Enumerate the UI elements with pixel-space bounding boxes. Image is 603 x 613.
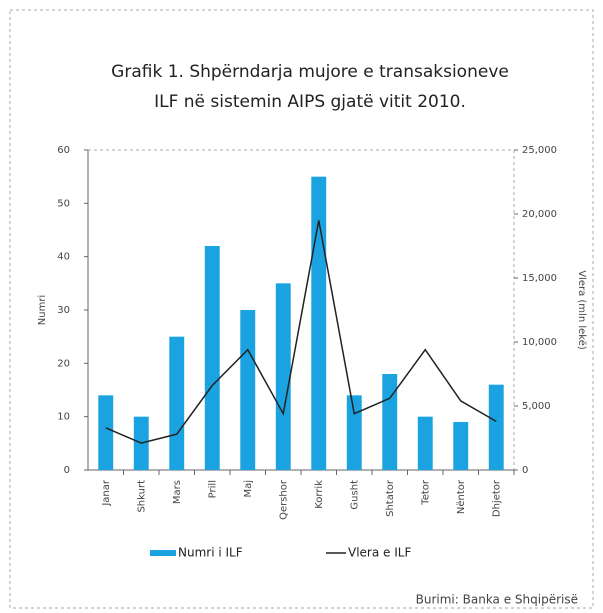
frame	[9, 9, 594, 609]
bar	[346, 395, 362, 470]
chart-title: ILF në sistemin AIPS gjatë vitit 2010.	[154, 92, 466, 112]
y-tick-label: 60	[57, 145, 70, 156]
bar	[240, 310, 256, 470]
x-tick-label: Shtator	[385, 479, 396, 517]
legend-swatch	[150, 550, 176, 556]
x-tick-label: Qershor	[278, 479, 289, 520]
y-tick-label: 30	[57, 305, 70, 316]
x-tick-label: Mars	[172, 480, 183, 504]
y2-axis-label: Vlera (mln lekë)	[576, 270, 587, 350]
legend-label: Numri i ILF	[178, 546, 243, 560]
x-tick-label: Gusht	[349, 480, 360, 510]
x-tick-label: Prill	[207, 480, 218, 498]
bar	[98, 395, 114, 470]
y-tick-label: 20	[57, 358, 70, 369]
y2-tick-label: 10,000	[522, 337, 557, 348]
bar	[488, 384, 504, 470]
y2-tick-label: 5,000	[522, 401, 551, 412]
bar	[275, 283, 291, 470]
y2-tick-label: 15,000	[522, 273, 557, 284]
bar	[417, 416, 433, 470]
x-tick-label: Maj	[243, 480, 254, 498]
x-tick-label: Tetor	[420, 479, 431, 506]
y-tick-label: 50	[57, 198, 70, 209]
x-tick-label: Janar	[101, 479, 112, 507]
line	[105, 220, 497, 444]
y2-tick-label: 25,000	[522, 145, 557, 156]
y-tick-label: 40	[57, 252, 70, 263]
x-tick-label: Nëntor	[456, 479, 467, 514]
y-axis-label: Numri	[37, 295, 48, 325]
source: Burimi: Banka e Shqipërisë	[416, 593, 578, 607]
bar	[382, 374, 398, 470]
bar	[453, 422, 469, 470]
bar	[311, 176, 327, 470]
bar	[169, 336, 185, 470]
legend-label: Vlera e ILF	[348, 546, 411, 560]
y2-tick-label: 20,000	[522, 209, 557, 220]
x-tick-label: Shkurt	[136, 480, 147, 513]
y2-tick-label: 0	[522, 465, 528, 476]
x-tick-label: Korrik	[314, 480, 325, 509]
x-tick-label: Dhjetor	[491, 479, 502, 517]
bar	[204, 246, 220, 470]
y-tick-label: 10	[57, 412, 70, 423]
y-tick-label: 0	[64, 465, 70, 476]
chart-title: Grafik 1. Shpërndarja mujore e transaksi…	[111, 62, 509, 82]
